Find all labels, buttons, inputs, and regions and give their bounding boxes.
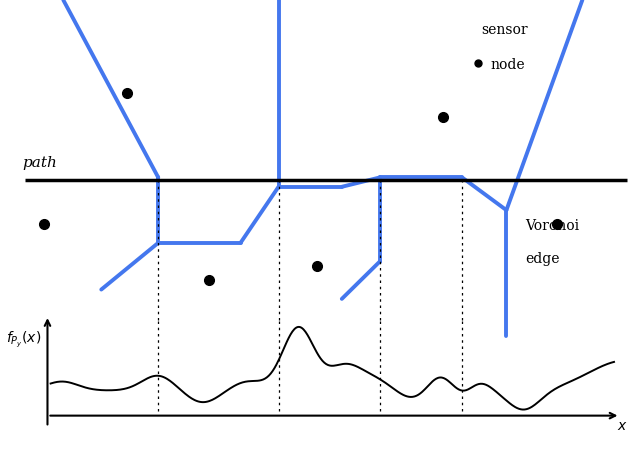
Text: $f_{P_y}(x)$: $f_{P_y}(x)$ bbox=[6, 329, 42, 349]
Text: node: node bbox=[491, 58, 525, 72]
Text: $x$: $x$ bbox=[617, 419, 628, 433]
Text: Voronoi: Voronoi bbox=[525, 219, 580, 234]
Text: edge: edge bbox=[525, 252, 560, 266]
Text: sensor: sensor bbox=[481, 23, 528, 37]
Text: path: path bbox=[22, 156, 57, 170]
